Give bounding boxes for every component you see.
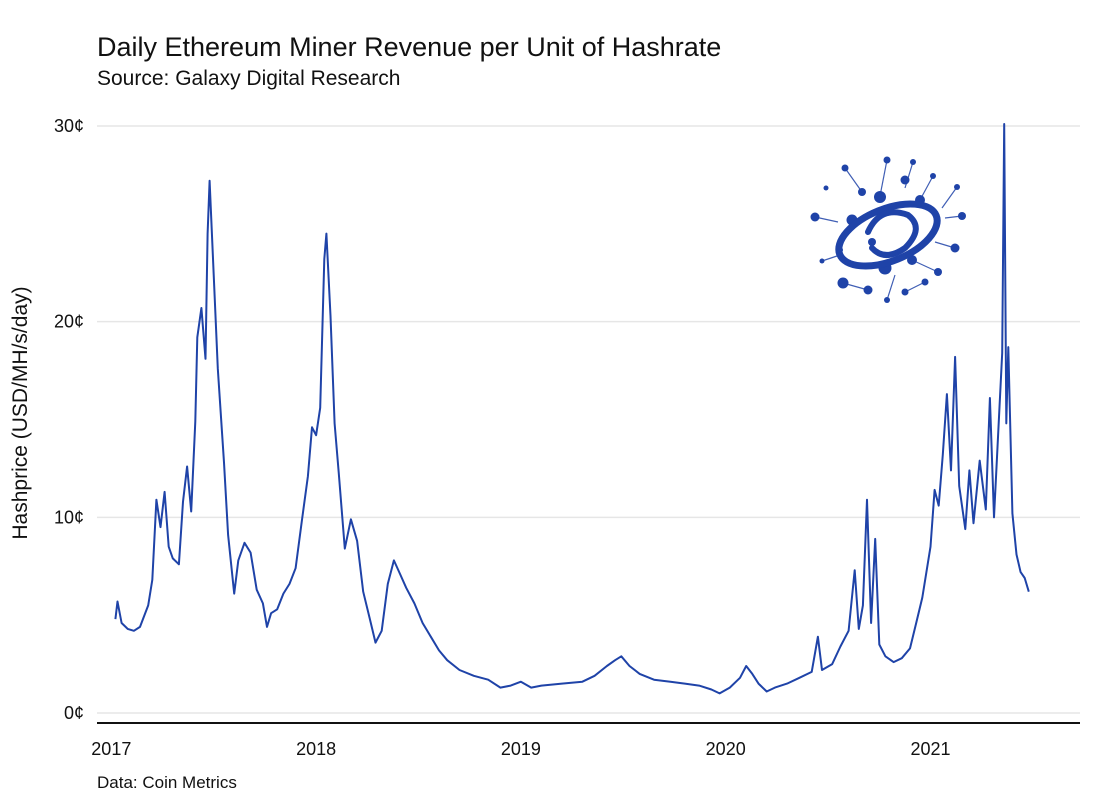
x-tick-label: 2021 — [910, 739, 950, 759]
x-tick-label: 2020 — [706, 739, 746, 759]
galaxy-logo-icon — [810, 156, 966, 303]
x-tick-labels: 2017 2018 2019 2020 2021 — [91, 739, 950, 759]
x-tick-label: 2017 — [91, 739, 131, 759]
data-caption: Data: Coin Metrics — [97, 773, 237, 792]
series-line-hashprice — [114, 123, 1030, 695]
y-tick-label: 30¢ — [54, 116, 84, 136]
y-tick-label: 0¢ — [64, 703, 84, 723]
y-axis-label: Hashprice (USD/MH/s/day) — [9, 286, 32, 539]
chart-subtitle: Source: Galaxy Digital Research — [97, 67, 400, 90]
gridlines — [97, 125, 1080, 714]
y-tick-label: 20¢ — [54, 312, 84, 332]
x-tick-label: 2019 — [501, 739, 541, 759]
y-tick-label: 10¢ — [54, 507, 84, 527]
chart-title: Daily Ethereum Miner Revenue per Unit of… — [97, 32, 721, 62]
y-tick-labels: 0¢ 10¢ 20¢ 30¢ — [54, 116, 84, 723]
x-tick-label: 2018 — [296, 739, 336, 759]
